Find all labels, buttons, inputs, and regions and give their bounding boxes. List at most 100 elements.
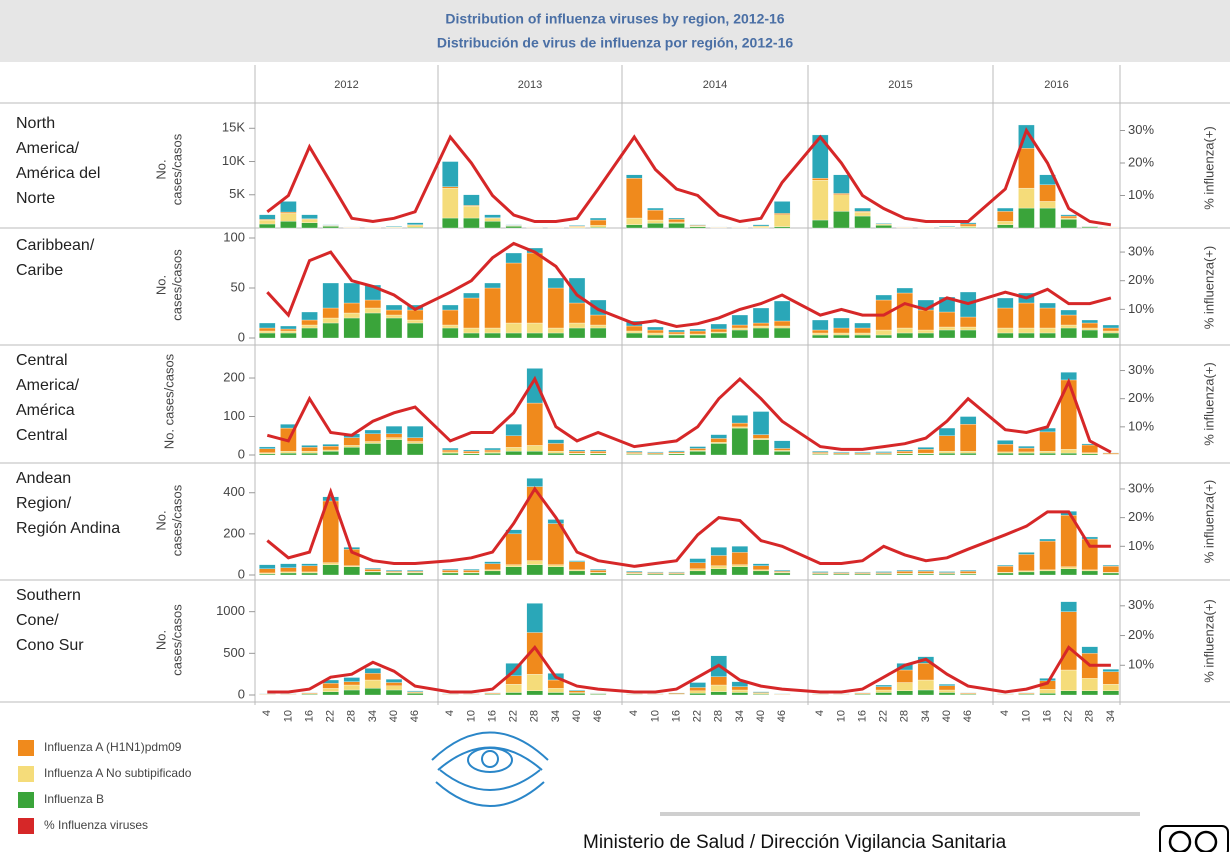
bar: [1039, 569, 1056, 572]
bar: [1039, 540, 1056, 571]
bar: [364, 307, 382, 314]
bar: [364, 312, 382, 339]
bar: [752, 307, 770, 324]
bar: [731, 329, 749, 339]
y-tick-label: 500: [223, 645, 245, 660]
bar: [917, 571, 935, 574]
bar: [773, 214, 791, 227]
bar: [505, 684, 522, 693]
bar: [526, 451, 543, 456]
bar: [406, 309, 424, 321]
bar: [875, 686, 892, 691]
bar: [1018, 302, 1035, 329]
bar: [647, 572, 664, 574]
bar: [547, 451, 565, 454]
bar: [484, 569, 501, 572]
cc-icon: [1159, 825, 1229, 852]
bar: [626, 217, 643, 225]
bar: [896, 327, 913, 334]
bar: [505, 424, 522, 436]
bar: [752, 434, 770, 439]
bar: [463, 217, 480, 229]
bar: [833, 332, 850, 336]
bar: [568, 451, 586, 454]
bar: [710, 438, 727, 443]
bar: [854, 572, 871, 574]
bar: [917, 309, 935, 331]
bar: [505, 692, 522, 696]
y-tick-label: 200: [223, 525, 245, 540]
bar: [833, 452, 850, 454]
bar: [959, 452, 977, 456]
bar: [406, 225, 424, 228]
bar: [1039, 327, 1056, 334]
bar: [773, 213, 791, 215]
bar: [938, 427, 956, 436]
bar: [647, 451, 664, 453]
bar: [259, 327, 276, 332]
bar: [463, 292, 480, 299]
bar: [259, 330, 276, 334]
bar: [589, 314, 607, 326]
pct-line: [266, 486, 1111, 568]
bar: [854, 334, 871, 339]
bar: [917, 449, 935, 454]
bar: [1102, 669, 1120, 672]
y-tick-label: 0: [238, 329, 245, 344]
bar: [442, 569, 459, 571]
bar: [568, 570, 586, 576]
bar: [385, 570, 403, 572]
bar: [589, 572, 607, 576]
bar: [442, 327, 459, 339]
bar: [773, 571, 791, 573]
bar: [322, 562, 339, 565]
bar: [322, 449, 339, 452]
bar: [626, 572, 643, 574]
bar: [343, 317, 360, 339]
bar: [1102, 452, 1120, 455]
bar: [773, 572, 791, 576]
bar: [773, 226, 791, 229]
x-tick-label: 40: [755, 710, 767, 722]
bar: [710, 442, 727, 444]
bar: [1102, 671, 1120, 685]
bar: [1060, 215, 1077, 219]
bar: [731, 681, 749, 687]
bar: [1018, 207, 1035, 229]
bar: [731, 692, 749, 696]
bar: [385, 433, 403, 438]
bar: [668, 572, 685, 574]
bar: [1060, 566, 1077, 569]
x-tick-label: 28: [899, 710, 911, 722]
legend-swatch: [18, 740, 34, 756]
y2-tick-label: 10%: [1128, 538, 1154, 553]
bar: [505, 435, 522, 448]
bar: [710, 547, 727, 556]
bar: [997, 566, 1014, 573]
bar: [322, 226, 339, 229]
bar: [547, 692, 565, 696]
bar: [505, 322, 522, 334]
bar: [1081, 453, 1098, 456]
bar: [322, 496, 339, 502]
bar: [343, 312, 360, 319]
bar: [280, 211, 297, 214]
x-tick-label: 34: [920, 710, 932, 722]
bar: [833, 573, 850, 576]
x-tick-label: 22: [1063, 710, 1075, 722]
bar: [773, 300, 791, 322]
y-tick-label: 10K: [222, 153, 245, 168]
region-label: Southern: [16, 587, 81, 604]
bar: [668, 334, 685, 339]
bar: [689, 570, 706, 576]
bar: [385, 571, 403, 573]
bar: [442, 304, 459, 311]
bar: [626, 224, 643, 229]
bar: [343, 689, 360, 696]
bar: [689, 568, 706, 572]
bar: [364, 688, 382, 696]
bar: [442, 451, 459, 454]
bar: [752, 226, 770, 228]
bar: [689, 451, 706, 456]
y-tick-label: 100: [223, 408, 245, 423]
